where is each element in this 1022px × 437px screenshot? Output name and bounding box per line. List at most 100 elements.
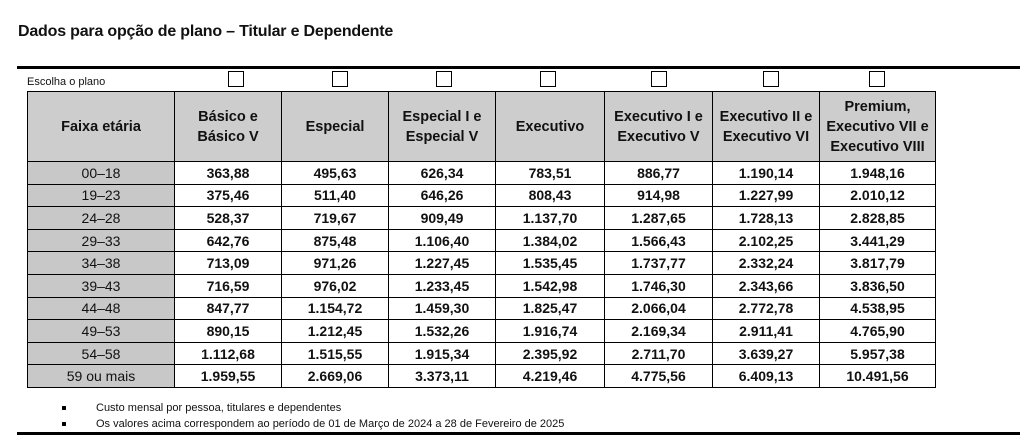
age-range-cell: 59 ou mais — [27, 364, 175, 388]
price-cell: 3.817,79 — [819, 251, 936, 275]
price-cell: 2.911,41 — [712, 319, 820, 343]
price-cell: 5.957,38 — [819, 341, 936, 366]
price-cell: 719,67 — [281, 206, 389, 230]
price-cell: 2.169,34 — [604, 319, 713, 343]
table-row: 49–53 890,15 1.212,45 1.532,26 1.916,74 2.169… — [27, 319, 936, 343]
price-cell: 1.566,43 — [604, 228, 713, 253]
price-cell: 1.154,72 — [281, 296, 389, 321]
price-cell: 4.765,90 — [819, 319, 936, 343]
price-cell: 495,63 — [281, 161, 389, 185]
age-range-cell: 19–23 — [27, 183, 175, 208]
plan-checkbox-executivo-i[interactable] — [651, 71, 667, 87]
price-cell: 2.828,85 — [819, 206, 936, 230]
table-row: 59 ou mais 1.959,55 2.669,06 3.373,11 4.219,… — [27, 364, 936, 388]
price-cell: 1.190,14 — [712, 161, 820, 185]
age-range-cell: 49–53 — [27, 319, 175, 343]
price-cell: 1.825,47 — [495, 296, 605, 321]
price-cell: 1.535,45 — [495, 251, 605, 275]
price-cell: 1.532,26 — [388, 319, 496, 343]
table-row: 29–33 642,76 875,48 1.106,40 1.384,02 1.566,4… — [27, 228, 936, 253]
price-cell: 1.233,45 — [388, 273, 496, 298]
plan-checkbox-executivo[interactable] — [540, 71, 556, 87]
header-plan-executivo: Executivo — [495, 91, 605, 162]
price-cell: 10.491,56 — [819, 364, 936, 388]
header-plan-basico: Básico e Básico V — [174, 91, 282, 162]
choose-plan-label: Escolha o plano — [27, 76, 106, 88]
age-range-cell: 00–18 — [27, 161, 175, 185]
price-cell: 808,43 — [495, 183, 605, 208]
price-cell: 3.836,50 — [819, 273, 936, 298]
price-cell: 4.219,46 — [495, 364, 605, 388]
price-cell: 646,26 — [388, 183, 496, 208]
age-range-cell: 54–58 — [27, 341, 175, 366]
price-cell: 713,09 — [174, 251, 282, 275]
price-cell: 1.106,40 — [388, 228, 496, 253]
footnote-text: Custo mensal por pessoa, titulares e dep… — [96, 402, 342, 414]
price-cell: 2.102,25 — [712, 228, 820, 253]
price-cell: 1.746,30 — [604, 273, 713, 298]
price-cell: 1.137,70 — [495, 206, 605, 230]
price-cell: 1.515,55 — [281, 341, 389, 366]
price-cell: 1.212,45 — [281, 319, 389, 343]
price-cell: 2.711,70 — [604, 341, 713, 366]
price-cell: 1.542,98 — [495, 273, 605, 298]
footnotes: Custo mensal por pessoa, titulares e dep… — [62, 400, 564, 432]
price-cell: 783,51 — [495, 161, 605, 185]
price-cell: 528,37 — [174, 206, 282, 230]
price-cell: 716,59 — [174, 273, 282, 298]
price-cell: 1.948,16 — [819, 161, 936, 185]
price-cell: 1.287,65 — [604, 206, 713, 230]
price-cell: 2.066,04 — [604, 296, 713, 321]
price-cell: 3.373,11 — [388, 364, 496, 388]
price-cell: 971,26 — [281, 251, 389, 275]
price-cell: 1.916,74 — [495, 319, 605, 343]
rates-table: Faixa etária Básico e Básico V Especial … — [27, 91, 936, 388]
price-cell: 511,40 — [281, 183, 389, 208]
age-range-cell: 34–38 — [27, 251, 175, 275]
plan-checkbox-especial[interactable] — [332, 71, 348, 87]
price-cell: 875,48 — [281, 228, 389, 253]
header-plan-especial-i: Especial I e Especial V — [388, 91, 496, 162]
table-header-row: Faixa etária Básico e Básico V Especial … — [27, 91, 936, 162]
plan-checkbox-premium[interactable] — [869, 71, 885, 87]
price-cell: 909,49 — [388, 206, 496, 230]
age-range-cell: 39–43 — [27, 273, 175, 298]
bottom-rule — [17, 432, 1020, 435]
header-plan-executivo-i: Executivo I e Executivo V — [604, 91, 713, 162]
price-cell: 363,88 — [174, 161, 282, 185]
price-cell: 2.010,12 — [819, 183, 936, 208]
footnote-item: Os valores acima correspondem ao período… — [62, 416, 564, 432]
price-cell: 1.227,45 — [388, 251, 496, 275]
price-cell: 2.669,06 — [281, 364, 389, 388]
page-title: Dados para opção de plano – Titular e De… — [18, 23, 394, 40]
price-cell: 1.737,77 — [604, 251, 713, 275]
header-age-range: Faixa etária — [27, 91, 175, 162]
age-range-cell: 44–48 — [27, 296, 175, 321]
price-cell: 1.915,34 — [388, 341, 496, 366]
price-cell: 1.959,55 — [174, 364, 282, 388]
top-rule — [17, 66, 1020, 69]
plan-checkbox-executivo-ii[interactable] — [763, 71, 779, 87]
bullet-icon — [62, 406, 66, 410]
price-cell: 4.775,56 — [604, 364, 713, 388]
price-cell: 3.639,27 — [712, 341, 820, 366]
price-cell: 1.227,99 — [712, 183, 820, 208]
bullet-icon — [62, 422, 66, 426]
header-plan-executivo-ii: Executivo II e Executivo VI — [712, 91, 820, 162]
table-row: 39–43 716,59 976,02 1.233,45 1.542,98 1.746,3… — [27, 273, 936, 298]
table-row: 24–28 528,37 719,67 909,49 1.137,70 1.287,65 1… — [27, 206, 936, 230]
price-cell: 2.343,66 — [712, 273, 820, 298]
plan-checkbox-especial-i[interactable] — [436, 71, 452, 87]
table-row: 54–58 1.112,68 1.515,55 1.915,34 2.395,92 2.7… — [27, 341, 936, 366]
price-cell: 1.384,02 — [495, 228, 605, 253]
table-row: 34–38 713,09 971,26 1.227,45 1.535,45 1.737,7… — [27, 251, 936, 275]
price-cell: 626,34 — [388, 161, 496, 185]
price-cell: 1.728,13 — [712, 206, 820, 230]
price-cell: 2.395,92 — [495, 341, 605, 366]
footnote-item: Custo mensal por pessoa, titulares e dep… — [62, 400, 564, 416]
price-cell: 1.459,30 — [388, 296, 496, 321]
table-row: 00–18 363,88 495,63 626,34 783,51 886,77 1.190… — [27, 161, 936, 185]
plan-checkbox-basico[interactable] — [228, 71, 244, 87]
table-row: 44–48 847,77 1.154,72 1.459,30 1.825,47 2.066… — [27, 296, 936, 321]
footnote-text: Os valores acima correspondem ao período… — [96, 418, 565, 430]
